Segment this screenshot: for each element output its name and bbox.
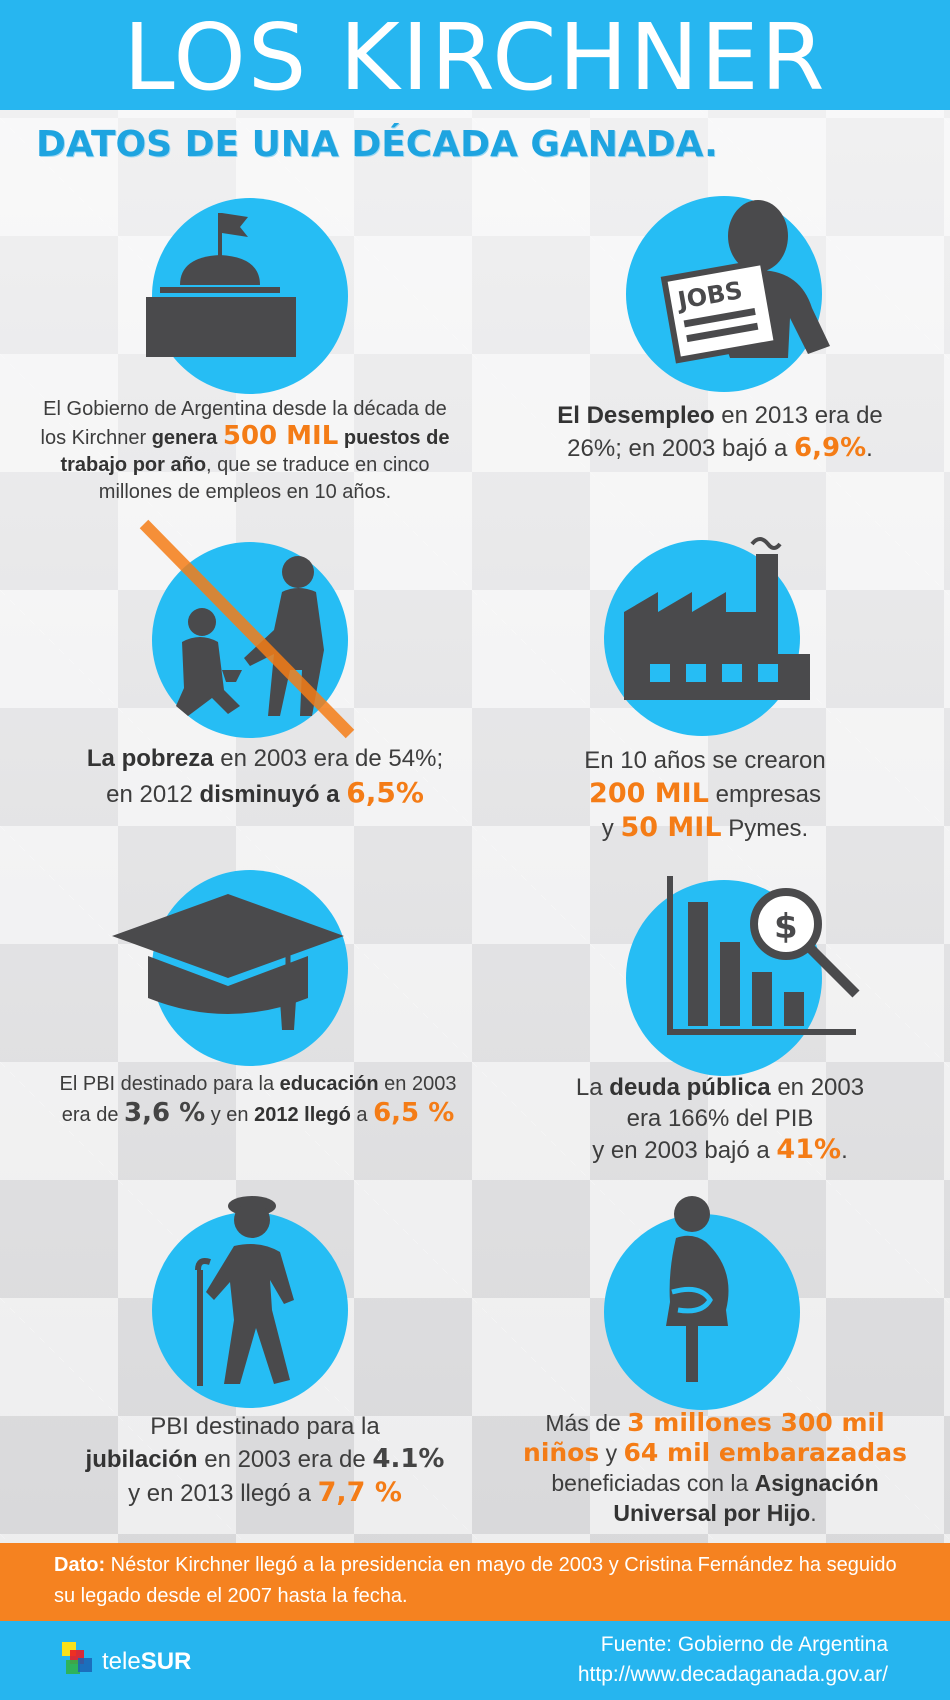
jobs-newspaper-icon: JOBS <box>660 200 830 364</box>
subtitle: DATOS DE UNA DÉCADA GANADA. <box>36 124 718 165</box>
fact-bold: El Desempleo <box>557 402 715 429</box>
fact-text: empresas <box>708 781 821 808</box>
fact-bold: disminuyó a <box>199 781 347 808</box>
telesur-logo: teleSUR <box>102 1648 191 1676</box>
telesur-logo-icon <box>62 1642 92 1674</box>
footer-bar <box>0 1621 950 1700</box>
dollar-sign: $ <box>774 907 798 947</box>
fact-bold: 2012 llegó <box>254 1104 351 1126</box>
elderly-person-icon <box>195 1196 294 1386</box>
fact-text: en 2012 <box>106 781 200 808</box>
fact-text: La <box>575 1074 610 1101</box>
fact-bold: educación <box>279 1073 379 1095</box>
fact-highlight: 6,5 % <box>373 1098 455 1128</box>
fact-text: en 2003 <box>378 1073 457 1095</box>
fact-empresas: En 10 años se crearon 200 MIL empresas y… <box>520 744 890 845</box>
fact-jubilacion: PBI destinado para la jubilación en 2003… <box>60 1410 470 1510</box>
fact-text: 26%; en 2003 bajó a <box>567 435 795 462</box>
fact-educacion: El PBI destinado para la educación en 20… <box>28 1070 488 1130</box>
fact-text: El Gobierno de Argentina desde la década… <box>43 398 447 420</box>
pregnant-woman-icon <box>666 1196 729 1382</box>
fact-bold: La pobreza <box>86 745 214 772</box>
fact-bold: jubilación <box>85 1446 198 1473</box>
fact-text: Más de <box>545 1410 628 1436</box>
fact-highlight: 41% <box>776 1134 842 1165</box>
graduation-cap-icon <box>112 894 344 1030</box>
fact-highlight: 200 MIL <box>589 778 709 809</box>
fact-highlight: 6,9% <box>794 433 867 463</box>
fact-text: y en 2003 bajó a <box>592 1137 777 1164</box>
header-bar <box>0 0 950 110</box>
fact-text: y en <box>205 1104 255 1126</box>
fact-text: Pymes <box>721 815 802 842</box>
fact-text: beneficiadas con la <box>551 1470 755 1496</box>
fact-text: . <box>810 1500 817 1526</box>
fact-highlight: 3 millones 300 mil <box>627 1408 885 1437</box>
fact-bold: genera <box>151 427 223 449</box>
fact-bold: puestos de <box>338 427 450 449</box>
source-text: Fuente: Gobierno de Argentina <box>600 1633 888 1656</box>
government-building-icon <box>146 213 296 357</box>
fact-text: y <box>599 1440 624 1466</box>
factory-icon <box>624 537 810 700</box>
fact-bold: Asignación <box>754 1470 879 1496</box>
logo-sur: SUR <box>140 1648 192 1675</box>
fact-text: . <box>841 1137 848 1164</box>
fact-text: El PBI destinado para la <box>59 1073 280 1095</box>
footer-note: Dato: Néstor Kirchner llegó a la preside… <box>54 1550 914 1612</box>
note-text: Néstor Kirchner llegó a la presidencia e… <box>54 1554 897 1607</box>
fact-text: . <box>801 815 809 842</box>
fact-text: los Kirchner <box>40 427 152 449</box>
fact-asignacion: Más de 3 millones 300 mil niños y 64 mil… <box>520 1408 910 1528</box>
fact-highlight: 7,7 % <box>317 1477 402 1508</box>
note-label: Dato: <box>54 1554 106 1576</box>
fact-text: y <box>601 815 621 842</box>
fact-desempleo: El Desempleo en 2013 era de 26%; en 2003… <box>510 400 930 465</box>
main-title: LOS KIRCHNER <box>123 4 827 111</box>
child-labor-icon <box>139 519 355 739</box>
logo-tele: tele <box>102 1648 141 1675</box>
fact-text: en 2003 era de 54%; <box>213 745 444 772</box>
icon-circle <box>152 198 348 394</box>
fact-text: era 166% del PIB <box>626 1105 814 1132</box>
footer-note-bar <box>0 1543 950 1621</box>
fact-text: en 2013 era de <box>714 402 883 429</box>
fact-highlight: 500 MIL <box>222 421 339 451</box>
fact-text: a <box>350 1104 374 1126</box>
fact-text: en 2003 era de <box>197 1446 373 1473</box>
source-block: Fuente: Gobierno de Argentina http://www… <box>578 1630 888 1690</box>
fact-text: y en 2013 llegó a <box>128 1480 318 1507</box>
fact-text: PBI destinado para la <box>150 1413 380 1440</box>
source-url[interactable]: http://www.decadaganada.gov.ar/ <box>577 1663 888 1686</box>
fact-bold: deuda pública <box>609 1074 771 1101</box>
fact-text: , que se traduce en cinco <box>206 454 430 476</box>
fact-deuda: La deuda pública en 2003 era 166% del PI… <box>530 1072 910 1166</box>
fact-bold: trabajo por año <box>60 454 207 476</box>
fact-pobreza: La pobreza en 2003 era de 54%; en 2012 d… <box>40 742 490 812</box>
fact-text: en 2003 <box>770 1074 865 1101</box>
debt-chart-icon: $ <box>667 876 860 1035</box>
fact-bold: Universal por Hijo <box>613 1500 811 1526</box>
fact-highlight-gray: 3,6 % <box>124 1098 206 1128</box>
fact-empleo: El Gobierno de Argentina desde la década… <box>20 396 470 506</box>
fact-highlight: 64 mil embarazadas <box>623 1438 907 1467</box>
fact-highlight-gray: 4.1% <box>372 1444 445 1474</box>
fact-text: En 10 años se crearon <box>584 747 826 774</box>
fact-text: . <box>866 435 873 462</box>
fact-text: millones de empleos en 10 años. <box>98 481 392 503</box>
fact-highlight: 50 MIL <box>620 812 722 843</box>
fact-text: era de <box>61 1104 125 1126</box>
fact-highlight: 6,5% <box>346 776 424 809</box>
fact-highlight: niños <box>523 1438 600 1467</box>
